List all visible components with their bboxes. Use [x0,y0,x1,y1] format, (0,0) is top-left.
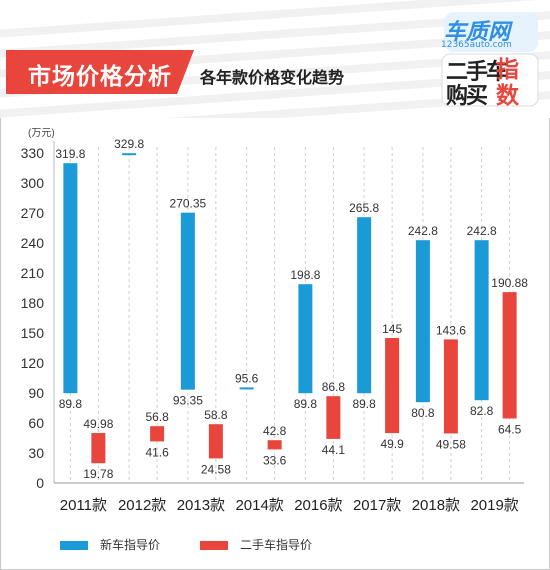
bar-new-car [239,387,254,390]
chart-subtitle: 各年款价格变化趋势 [200,68,345,87]
data-label-used-high: 56.8 [145,410,169,424]
price-range-chart: (万元) 0 30 60 90 120 150 180 210 240 270 300 330 319.8… [21,128,529,514]
y-tick-label: 90 [28,385,44,401]
data-label-used-high: 190.88 [491,276,528,290]
legend-label-used: 二手车指导价 [240,538,313,552]
x-tick-label: 2017款 [353,497,401,514]
y-tick-label: 180 [21,295,45,311]
bar-new-car [357,217,372,394]
x-tick-label: 2018款 [412,497,460,514]
y-tick-label: 150 [21,325,45,341]
y-tick-label: 330 [21,145,45,161]
x-tick-label: 2012款 [118,497,166,514]
data-label-new-low: 89.8 [294,397,318,411]
data-label-new-high: 242.8 [408,224,438,238]
logo-accent-line2: 数 [496,83,519,109]
logo-text-line1: 二手车 [446,60,508,85]
bar-used-car [208,424,223,459]
y-tick-label: 240 [21,235,45,251]
y-tick-label: 60 [28,415,44,431]
data-label-new-low: 80.8 [411,406,435,420]
data-label-new-high: 95.6 [235,371,259,385]
data-label-used-low: 24.58 [201,462,231,476]
x-tick-label: 2011款 [60,497,107,514]
chart-legend: 新车指导价 二手车指导价 [60,536,460,556]
data-label-new-high: 270.35 [170,197,207,211]
data-label-used-high: 145 [382,322,402,336]
data-label-new-high: 265.8 [349,201,379,215]
page-title: 市场价格分析 [28,64,172,90]
data-label-used-high: 86.8 [322,380,346,394]
y-tick-label: 210 [21,265,45,281]
logo-url: 12365auto.com [441,40,512,50]
bar-new-car [122,153,137,156]
bar-used-car [91,433,106,464]
x-tick-label: 2014款 [235,497,283,514]
data-label-used-low: 44.1 [322,443,346,457]
title-banner [6,50,194,94]
legend-swatch-used [200,541,228,550]
data-label-new-low: 82.8 [470,404,494,418]
data-label-used-high: 42.8 [263,424,287,438]
data-label-new-high: 329.8 [114,137,144,151]
bar-used-car [502,292,517,419]
y-tick-label: 0 [36,475,44,491]
data-label-used-low: 41.6 [145,445,169,459]
data-label-new-low: 89.8 [352,397,376,411]
data-label-new-high: 319.8 [55,147,85,161]
logo-text-line2: 购买 [446,84,488,109]
data-label-used-high: 143.6 [436,323,466,337]
bar-new-car [474,240,489,401]
bar-used-car [150,426,165,442]
data-label-used-low: 19.78 [83,467,113,481]
legend-swatch-new [60,541,88,550]
data-label-used-high: 58.8 [204,408,228,422]
logo-site-name: 车质网 [444,20,511,45]
data-label-used-low: 64.5 [498,423,522,437]
y-tick-label: 30 [28,445,44,461]
x-tick-label: 2016款 [294,497,342,514]
bar-new-car [298,284,313,394]
data-label-used-low: 49.9 [380,437,404,451]
bar-used-car [443,339,458,434]
x-tick-label: 2019款 [470,497,518,514]
data-label-used-high: 49.98 [83,417,113,431]
bar-new-car [180,212,195,390]
bar-new-car [63,163,78,394]
y-tick-label: 270 [21,205,45,221]
data-label-new-low: 93.35 [173,394,203,408]
logo-badge-icon [441,12,539,107]
data-label-new-high: 198.8 [290,268,320,282]
data-label-new-low: 89.8 [59,397,83,411]
bar-used-car [267,440,282,450]
data-label-used-low: 33.6 [263,453,287,467]
bar-new-car [415,240,430,403]
data-label-new-high: 242.8 [467,224,497,238]
y-tick-label: 120 [21,355,45,371]
y-tick-label: 300 [21,175,45,191]
bar-used-car [385,338,400,434]
logo-accent-line1: 指 [496,57,519,83]
data-label-used-low: 49.58 [436,437,466,451]
legend-label-new: 新车指导价 [100,538,161,552]
y-axis-unit-label: (万元) [28,128,55,139]
bar-used-car [326,396,341,439]
x-tick-label: 2013款 [177,497,225,514]
